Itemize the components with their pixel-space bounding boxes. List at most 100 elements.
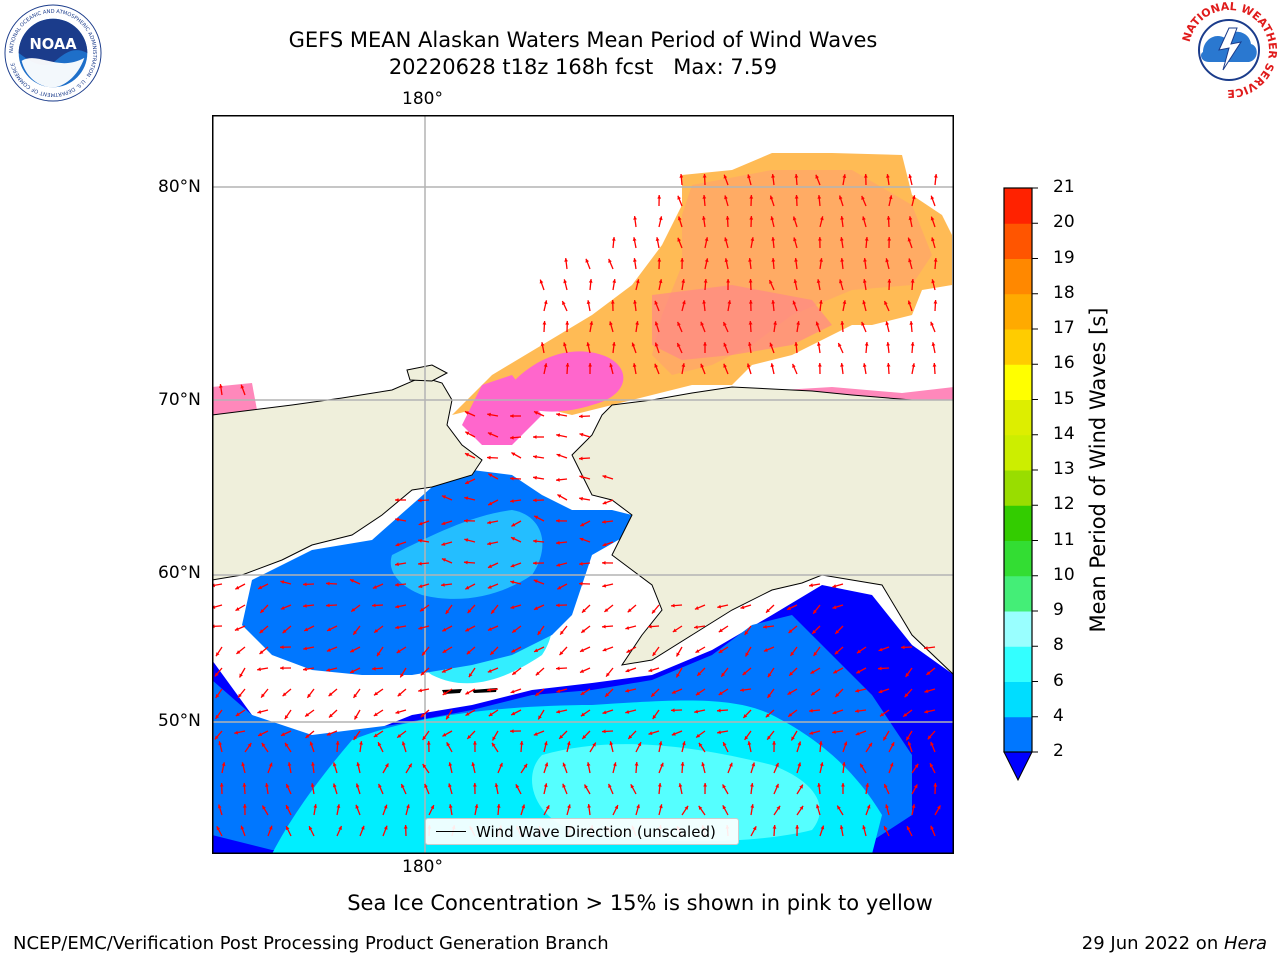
wave-arrowhead (678, 783, 683, 788)
wave-arrowhead (534, 606, 538, 610)
wave-arrowhead (327, 627, 332, 631)
wave-arrowhead (420, 713, 425, 718)
wave-arrowhead (773, 321, 777, 325)
wave-arrowhead (903, 713, 908, 717)
wave-arrowhead (817, 342, 821, 346)
wave-arrowhead (215, 714, 220, 719)
wave-arrowhead (817, 783, 821, 787)
wave-arrowhead (258, 585, 263, 589)
wave-arrowhead (677, 343, 681, 347)
wave-arrowhead (280, 606, 285, 610)
colorbar-tick-label: 16 (1053, 353, 1075, 374)
wave-arrowhead (602, 500, 607, 505)
noaa-logo: NOAA NATIONAL OCEANIC AND ATMOSPHERIC AD… (4, 4, 102, 102)
wave-arrowhead (889, 762, 894, 767)
wave-arrowhead (563, 342, 567, 347)
wave-arrowhead (813, 609, 817, 614)
wave-arrowhead (533, 732, 538, 736)
wave-arrowhead (766, 608, 770, 613)
wave-arrowhead (217, 804, 222, 809)
wave-arrowhead (510, 729, 514, 734)
wave-arrowhead (218, 741, 222, 746)
wave-arrowhead (796, 321, 800, 325)
wave-arrowhead (287, 762, 292, 766)
colorbar-tick-label: 4 (1053, 705, 1064, 726)
wave-arrowhead (884, 301, 888, 305)
wave-arrowhead (216, 826, 221, 831)
wave-arrowhead (677, 321, 681, 326)
wave-arrowhead (465, 691, 470, 695)
wave-arrowhead (488, 712, 493, 717)
wave-arrowhead (704, 237, 709, 242)
wave-arrowhead (385, 763, 389, 768)
wave-arrowhead (924, 689, 929, 693)
wave-arrowhead (788, 629, 793, 633)
wave-arrowhead (305, 734, 310, 738)
wave-arrowhead (791, 736, 795, 741)
wave-arrowhead (635, 321, 639, 325)
wave-arrowhead (887, 237, 892, 241)
wave-arrowhead (602, 647, 607, 652)
wave-arrowhead (838, 343, 842, 347)
wave-arrowhead (235, 585, 240, 590)
colorbar-tick-label: 9 (1053, 600, 1064, 620)
wave-arrowhead (878, 647, 883, 652)
wave-arrowhead (771, 237, 776, 241)
wave-arrowhead (422, 764, 427, 768)
wave-arrowhead (584, 784, 588, 789)
wave-arrowhead (775, 762, 779, 767)
wave-arrowhead (488, 564, 492, 568)
wave-arrowhead (717, 708, 721, 713)
wave-arrowhead (303, 582, 307, 587)
wave-arrowhead (717, 604, 722, 609)
colorbar-tick-label: 20 (1053, 212, 1075, 233)
wave-arrowhead (659, 804, 663, 809)
wave-arrowhead (374, 691, 378, 696)
wave-arrowhead (258, 732, 263, 736)
wave-arrowhead (533, 455, 537, 459)
wave-arrowhead (794, 258, 798, 262)
wave-arrowhead (908, 258, 912, 263)
wave-arrowhead (878, 666, 882, 671)
wave-arrowhead (556, 412, 560, 417)
wave-arrowhead (305, 712, 310, 717)
wave-arrowhead (303, 646, 307, 651)
wave-arrowhead (448, 783, 452, 788)
wave-arrowhead (787, 606, 791, 610)
wave-arrowhead (589, 321, 594, 325)
wave-arrowhead (310, 783, 315, 787)
wave-arrowhead (510, 689, 515, 694)
wave-arrowhead (537, 631, 542, 635)
colorbar-segment (1004, 329, 1032, 365)
wave-arrowhead (771, 174, 775, 178)
wave-arrowhead (219, 783, 224, 787)
wave-arrowhead (585, 258, 590, 263)
wave-arrowhead (924, 709, 929, 714)
wave-arrowhead (581, 629, 586, 633)
wave-arrowhead (861, 195, 865, 200)
wave-arrowhead (933, 174, 938, 178)
wave-arrowhead (914, 763, 919, 768)
wave-arrowhead (749, 195, 754, 199)
wave-arrowhead (562, 301, 566, 305)
wave-arrowhead (374, 628, 379, 633)
wave-arrowhead (487, 432, 492, 436)
wave-arrowhead (863, 258, 867, 262)
wave-arrowhead (775, 783, 779, 788)
wave-arrowhead (658, 741, 663, 745)
wave-arrowhead (841, 783, 845, 787)
wave-arrowhead (556, 433, 561, 438)
wave-arrowhead (724, 195, 728, 200)
wave-arrowhead (772, 741, 776, 745)
wave-arrowhead (579, 432, 584, 437)
wave-arrowhead (488, 473, 493, 478)
wave-arrowhead (467, 735, 472, 739)
wave-arrowhead (464, 496, 469, 501)
wave-arrowhead (697, 672, 702, 676)
wave-arrowhead (602, 583, 607, 588)
wave-arrowhead (313, 804, 318, 808)
wave-arrowhead (235, 712, 240, 716)
wave-arrowhead (811, 691, 815, 696)
wave-arrowhead (543, 783, 548, 788)
wave-arrowhead (326, 732, 331, 736)
